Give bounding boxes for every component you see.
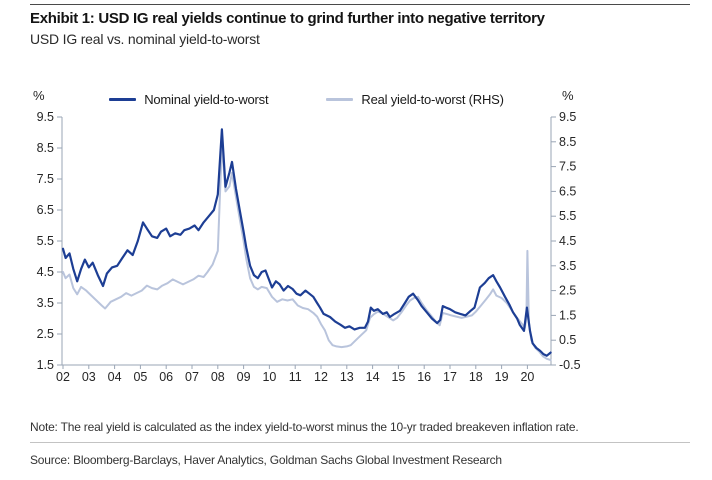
x-axis-tick-label: 18 (469, 370, 483, 384)
legend-label-real: Real yield-to-worst (RHS) (361, 91, 504, 107)
x-axis-tick-label: 04 (108, 370, 122, 384)
left-axis-tick-label: 8.5 (37, 141, 54, 155)
x-axis-tick-label: 05 (133, 370, 147, 384)
left-axis-tick-label: 2.5 (37, 327, 54, 341)
right-axis-tick-label: 4.5 (559, 234, 576, 248)
right-axis-tick-label: -0.5 (559, 358, 581, 372)
chart-legend: Nominal yield-to-worst Real yield-to-wor… (62, 90, 551, 108)
left-axis-tick-label: 3.5 (37, 296, 54, 310)
right-axis-tick-label: 8.5 (559, 135, 576, 149)
left-axis-tick-label: 1.5 (37, 358, 54, 372)
left-axis-tick-label: 7.5 (37, 172, 54, 186)
x-axis-tick-label: 07 (185, 370, 199, 384)
x-axis-tick-label: 19 (495, 370, 509, 384)
right-axis-tick-label: 7.5 (559, 160, 576, 174)
x-axis-tick-label: 20 (520, 370, 534, 384)
x-axis-tick-label: 12 (314, 370, 328, 384)
x-axis-tick-label: 11 (289, 370, 302, 384)
left-axis-tick-label: 4.5 (37, 265, 54, 279)
right-axis-tick-label: 0.5 (559, 333, 576, 347)
x-axis-tick-label: 17 (443, 370, 457, 384)
left-axis-tick-label: 5.5 (37, 234, 54, 248)
right-axis-tick-label: 5.5 (559, 209, 576, 223)
x-axis-tick-label: 13 (340, 370, 354, 384)
left-axis-unit-label: % (33, 88, 45, 103)
exhibit-subtitle: USD IG real vs. nominal yield-to-worst (30, 31, 260, 47)
left-axis-tick-label: 9.5 (37, 110, 54, 124)
x-axis-tick-label: 16 (417, 370, 431, 384)
chart-note: Note: The real yield is calculated as th… (30, 420, 579, 434)
exhibit-title: Exhibit 1: USD IG real yields continue t… (30, 10, 545, 27)
right-axis-tick-label: 2.5 (559, 284, 576, 298)
chart-source: Source: Bloomberg-Barclays, Haver Analyt… (30, 453, 502, 467)
footer-divider (30, 442, 690, 443)
nominal-line-swatch (109, 97, 137, 101)
right-axis-unit-label: % (562, 88, 574, 103)
real-line-swatch (326, 97, 354, 101)
x-axis-tick-label: 02 (56, 370, 70, 384)
top-divider (30, 4, 690, 5)
x-axis-tick-label: 15 (391, 370, 405, 384)
legend-item-nominal: Nominal yield-to-worst (109, 91, 269, 107)
x-axis-tick-label: 14 (366, 370, 380, 384)
x-axis-tick-label: 03 (82, 370, 96, 384)
right-axis-tick-label: 3.5 (559, 259, 576, 273)
legend-item-real: Real yield-to-worst (RHS) (326, 91, 504, 107)
right-axis-tick-label: 9.5 (559, 110, 576, 124)
right-axis-tick-label: 1.5 (559, 308, 576, 322)
x-axis-tick-label: 09 (237, 370, 251, 384)
left-axis-tick-label: 6.5 (37, 203, 54, 217)
x-axis-tick-label: 08 (211, 370, 225, 384)
x-axis-tick-label: 10 (262, 370, 276, 384)
x-axis-tick-label: 06 (159, 370, 173, 384)
nominal-yield-line (61, 128, 552, 357)
right-axis-tick-label: 6.5 (559, 184, 576, 198)
legend-label-nominal: Nominal yield-to-worst (144, 91, 269, 107)
real-yield-line (62, 143, 552, 361)
